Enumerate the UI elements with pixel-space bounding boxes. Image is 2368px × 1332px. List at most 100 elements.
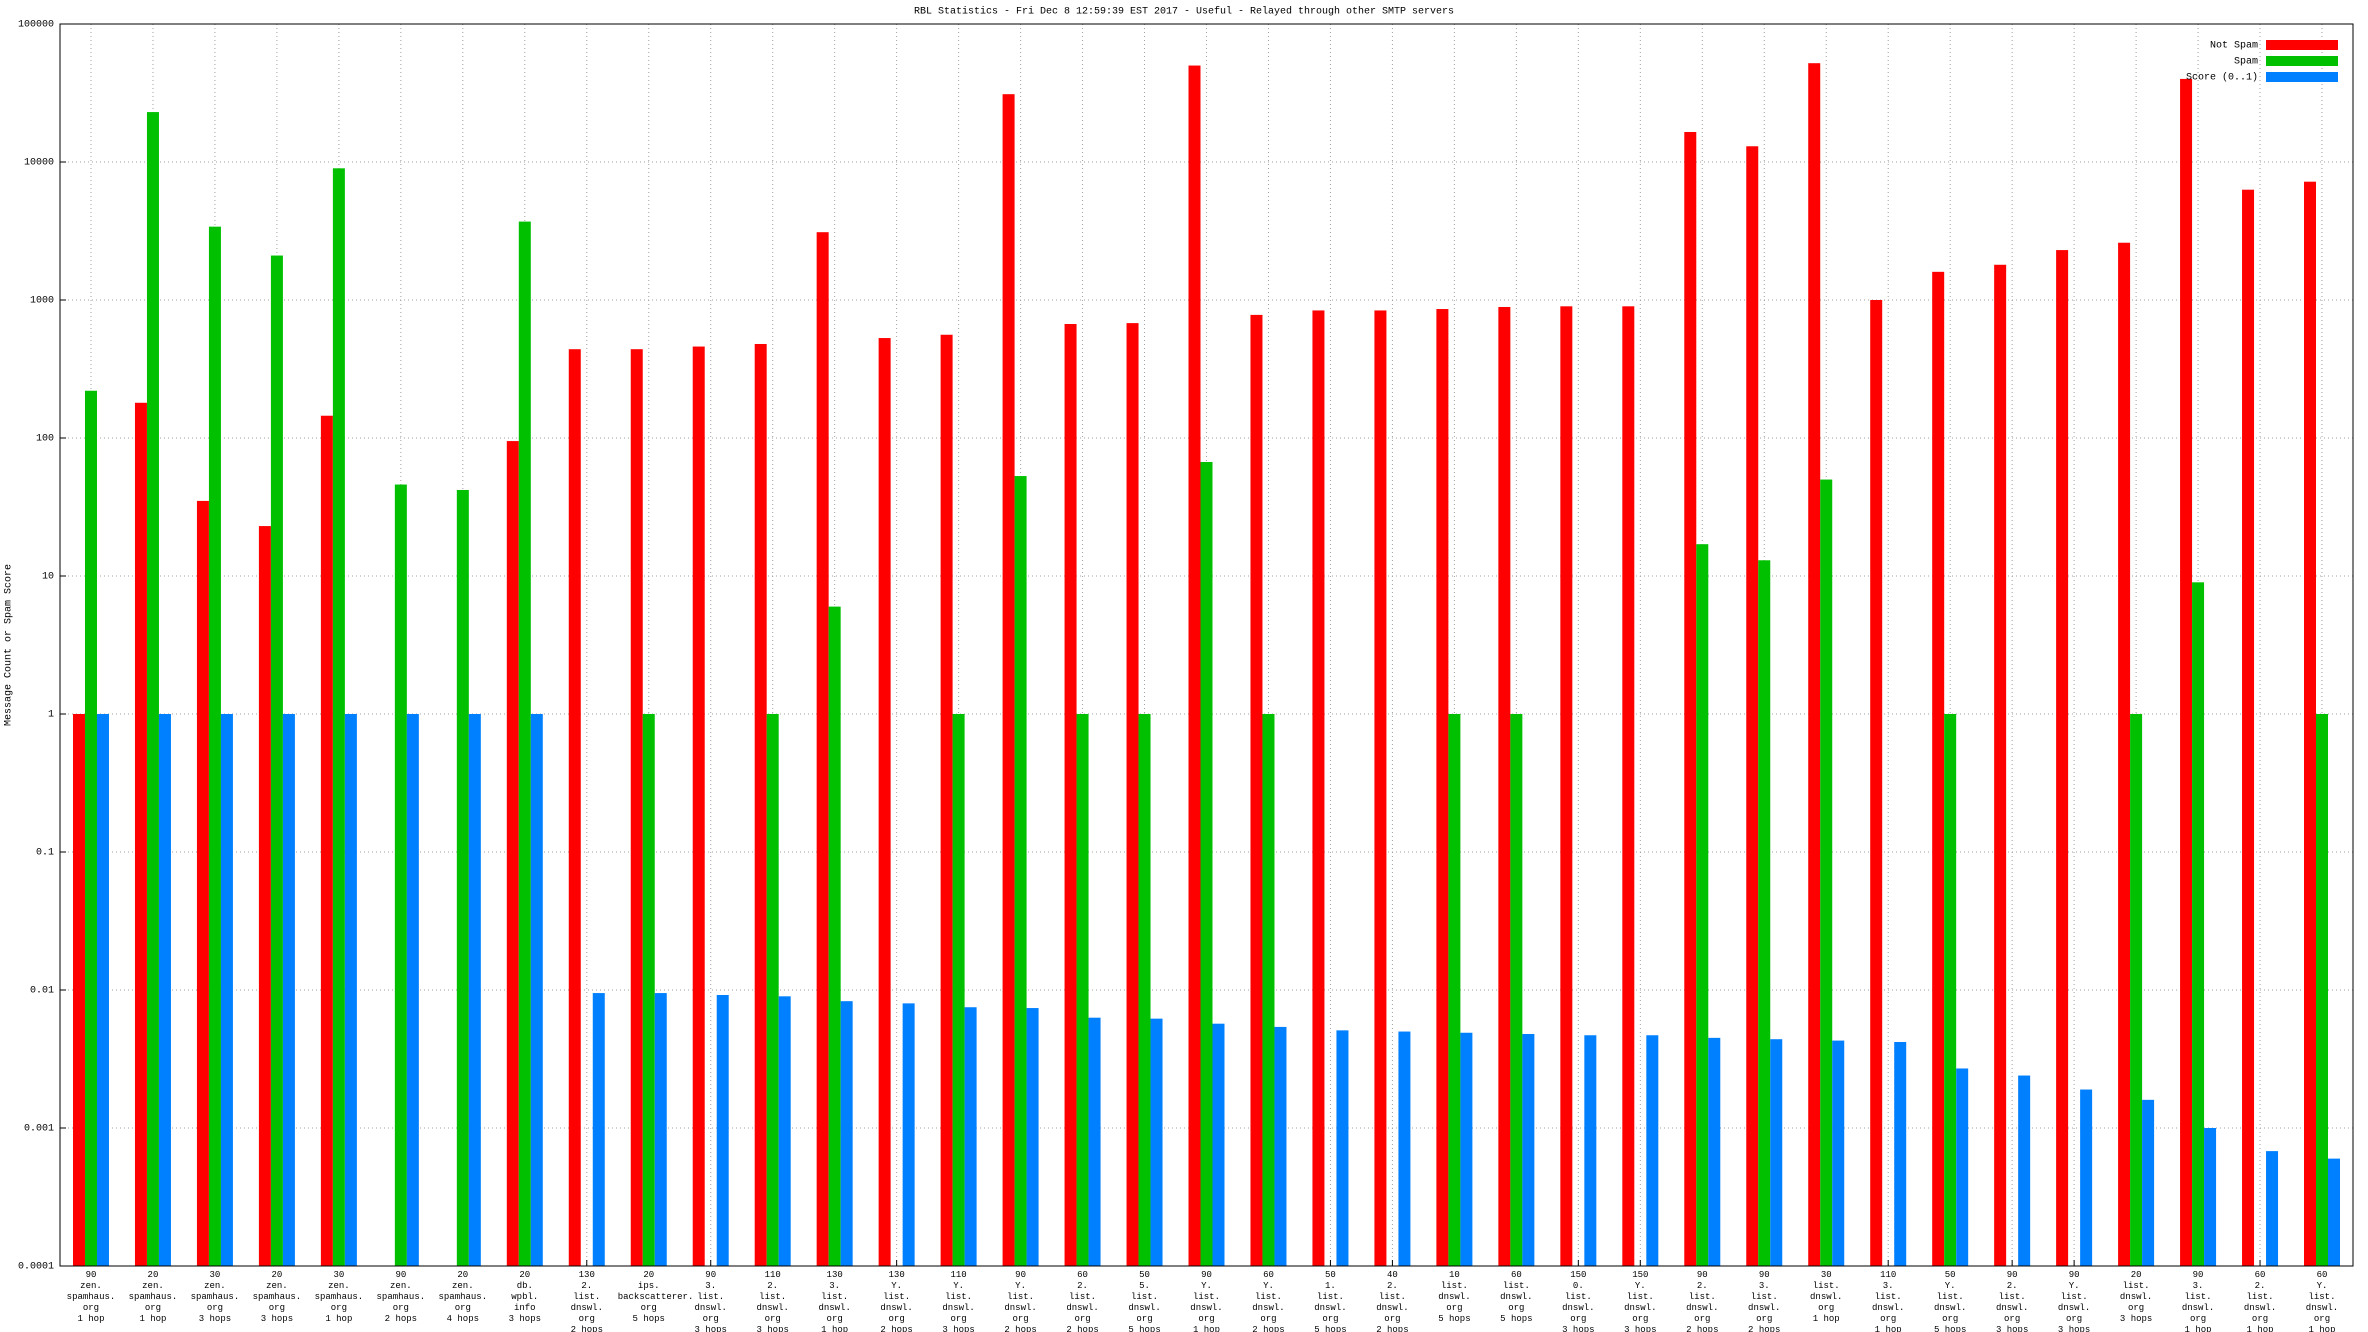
bar xyxy=(1460,1032,1473,1266)
bar xyxy=(902,1003,915,1266)
legend-swatch xyxy=(2266,56,2338,66)
x-tick-label: 20 zen. spamhaus. org 3 hops xyxy=(252,1270,302,1324)
chart-title: RBL Statistics - Fri Dec 8 12:59:39 EST … xyxy=(914,6,1454,18)
x-tick-label: 90 3. list. dnswl. org 3 hops xyxy=(694,1270,727,1332)
bar xyxy=(1746,146,1759,1266)
bar xyxy=(940,334,953,1266)
bar xyxy=(530,714,543,1266)
bar xyxy=(1622,306,1635,1266)
legend-swatch xyxy=(2266,72,2338,82)
bar xyxy=(1758,560,1771,1266)
bar xyxy=(2266,1151,2279,1266)
legend-label: Not Spam xyxy=(2210,41,2258,52)
bar xyxy=(1088,1017,1101,1266)
bar xyxy=(2180,78,2193,1266)
bar xyxy=(1522,1033,1535,1266)
bar xyxy=(1274,1026,1287,1266)
bar xyxy=(1026,1008,1039,1266)
bar xyxy=(2056,250,2069,1267)
plot-border xyxy=(59,23,2354,1267)
x-tick-label: 90 2. list. dnswl. org 2 hops xyxy=(1686,1270,1719,1332)
bar xyxy=(96,714,109,1266)
bar xyxy=(1994,264,2007,1266)
y-tick-label: 0.01 xyxy=(30,986,54,997)
bar xyxy=(2018,1075,2031,1266)
bar xyxy=(84,390,97,1266)
y-tick-label: 100000 xyxy=(18,20,54,31)
bar xyxy=(952,714,965,1266)
bar xyxy=(778,996,791,1266)
y-tick-label: 1 xyxy=(48,710,54,721)
bar xyxy=(134,402,147,1266)
bar xyxy=(2204,1128,2217,1266)
bar xyxy=(220,714,233,1266)
bar xyxy=(1138,714,1151,1266)
bar xyxy=(344,714,357,1266)
bar xyxy=(1498,306,1511,1266)
x-tick-label: 40 2. list. dnswl. org 2 hops xyxy=(1376,1270,1409,1332)
bar xyxy=(270,255,283,1266)
bar xyxy=(1312,310,1325,1266)
x-tick-label: 90 Y. list. dnswl. org 2 hops xyxy=(1004,1270,1037,1332)
y-axis-label: Message Count or Spam Score xyxy=(4,564,15,726)
bar xyxy=(1014,476,1027,1266)
bar xyxy=(332,168,345,1266)
bar xyxy=(282,714,295,1266)
legend-swatch xyxy=(2266,40,2338,50)
bar xyxy=(568,349,581,1267)
x-tick-label: 30 zen. spamhaus. org 3 hops xyxy=(190,1270,240,1324)
y-tick-label: 1000 xyxy=(30,296,54,307)
bar xyxy=(1808,63,1821,1267)
x-tick-label: 50 Y. list. dnswl. org 5 hops xyxy=(1933,1270,1967,1332)
x-tick-label: 150 0. list. dnswl. org 3 hops xyxy=(1562,1270,1595,1332)
x-tick-label: 50 1. list. dnswl. org 5 hops xyxy=(1314,1270,1347,1332)
bar xyxy=(208,226,221,1267)
x-tick-label: 20 list. dnswl. org 3 hops xyxy=(2119,1270,2153,1324)
bar xyxy=(754,343,767,1266)
bar xyxy=(1126,323,1139,1266)
bar xyxy=(1820,479,1833,1267)
x-tick-label: 60 Y. list. dnswl. org 2 hops xyxy=(1252,1270,1285,1332)
bar xyxy=(1336,1030,1349,1266)
bar xyxy=(506,441,519,1267)
bar xyxy=(1262,714,1275,1266)
x-tick-label: 50 5. list. dnswl. org 5 hops xyxy=(1128,1270,1161,1332)
bar xyxy=(1002,94,1015,1266)
y-tick-label: 0.0001 xyxy=(18,1262,54,1273)
x-tick-label: 20 db. wpbl. info 3 hops xyxy=(508,1270,541,1324)
bar xyxy=(406,714,419,1266)
bar xyxy=(964,1007,977,1266)
x-tick-label: 20 ips. backscatterer. org 5 hops xyxy=(617,1270,694,1324)
bar xyxy=(878,338,891,1266)
x-tick-label: 30 zen. spamhaus. org 1 hop xyxy=(314,1270,364,1324)
bar xyxy=(1932,271,1945,1267)
y-tick-label: 10000 xyxy=(24,158,54,169)
bar xyxy=(1374,310,1387,1266)
y-tick-label: 100 xyxy=(36,434,54,445)
bar xyxy=(1684,131,1697,1267)
bar xyxy=(1200,462,1213,1266)
bar xyxy=(456,489,469,1267)
bar xyxy=(320,415,333,1266)
x-tick-label: 90 2. list. dnswl. org 3 hops xyxy=(1995,1270,2029,1332)
bar xyxy=(258,526,271,1266)
bar xyxy=(692,346,705,1266)
bar xyxy=(1870,300,1883,1266)
bar xyxy=(394,484,407,1266)
bar xyxy=(1894,1041,1907,1266)
bar xyxy=(1510,714,1523,1266)
bar xyxy=(1832,1040,1845,1266)
bar xyxy=(828,606,841,1266)
x-tick-label: 110 2. list. dnswl. org 3 hops xyxy=(756,1270,789,1332)
x-tick-label: 90 zen. spamhaus. org 1 hop xyxy=(66,1270,116,1324)
x-tick-label: 10 list. dnswl. org 5 hops xyxy=(1438,1270,1471,1324)
bar xyxy=(1436,309,1449,1267)
bar xyxy=(716,994,729,1266)
bar xyxy=(1944,714,1957,1266)
bar xyxy=(840,1001,853,1266)
bar xyxy=(146,112,159,1267)
bar xyxy=(1646,1035,1659,1266)
x-tick-label: 60 2. list. dnswl. org 2 hops xyxy=(1066,1270,1099,1332)
